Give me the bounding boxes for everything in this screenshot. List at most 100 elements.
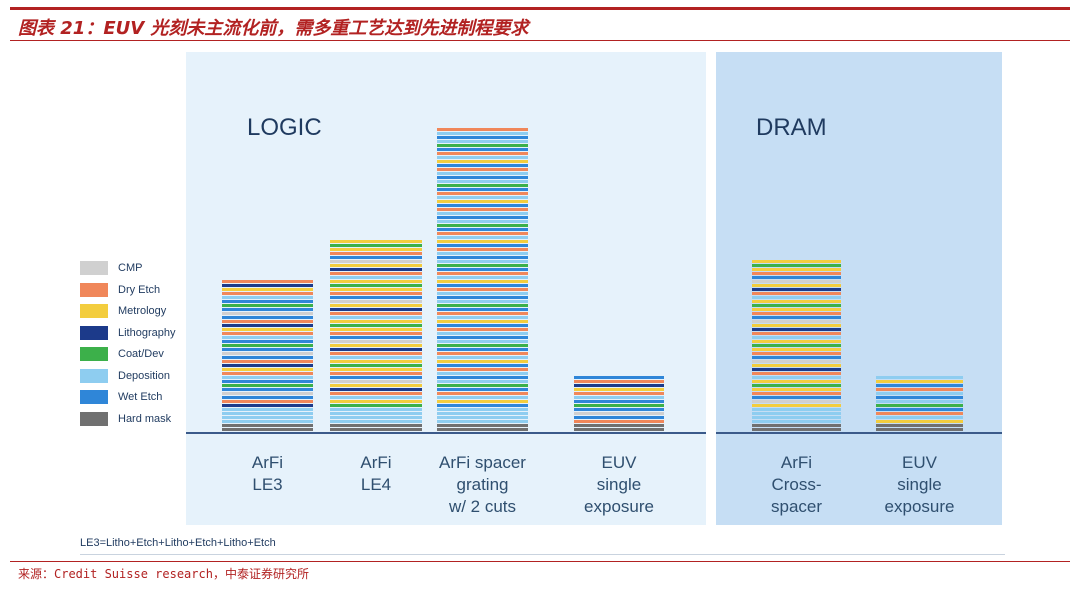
bar-layer <box>330 340 422 343</box>
bar-layer <box>330 320 422 323</box>
category-label: ArFi LE3 <box>251 453 284 494</box>
bar-layer <box>437 292 528 295</box>
bar-layer <box>437 288 528 291</box>
bar-layer <box>752 264 841 267</box>
bar-layer <box>437 188 528 191</box>
bar-layer <box>222 352 313 355</box>
bar-layer <box>437 296 528 299</box>
bar-layer <box>330 368 422 371</box>
bar-layer <box>222 388 313 391</box>
bar-layer <box>752 412 841 415</box>
bar-layer <box>222 404 313 407</box>
bar-layer <box>437 180 528 183</box>
bar-layer <box>437 416 528 419</box>
bar-layer <box>752 420 841 423</box>
bar-layer <box>330 252 422 255</box>
bar-layer <box>222 344 313 347</box>
bar-layer <box>330 372 422 375</box>
bar-layer <box>330 268 422 271</box>
bar-layer <box>752 392 841 395</box>
bar-layer <box>437 240 528 243</box>
bar-layer <box>876 404 963 407</box>
bar-layer <box>437 360 528 363</box>
dram-panel-label: DRAM <box>756 114 827 141</box>
bar-layer <box>752 380 841 383</box>
bar-layer <box>222 316 313 319</box>
bar-layer <box>437 340 528 343</box>
bar-layer <box>752 292 841 295</box>
footnote: LE3=Litho+Etch+Litho+Etch+Litho+Etch <box>80 537 276 549</box>
figure-title: 图表 21：EUV 光刻未主流化前，需多重工艺达到先进制程要求 <box>18 18 529 39</box>
bar-layer <box>222 376 313 379</box>
bar-layer <box>222 392 313 395</box>
bar-layer <box>876 400 963 403</box>
bar-layer <box>330 296 422 299</box>
bar-layer <box>437 212 528 215</box>
bar-layer <box>222 288 313 291</box>
source-rule <box>10 561 1070 562</box>
bar-layer <box>437 312 528 315</box>
bar-stack <box>437 128 528 432</box>
bar-layer <box>437 208 528 211</box>
bar-layer <box>876 416 963 419</box>
bar-layer <box>330 244 422 247</box>
legend-label: Hard mask <box>118 412 172 425</box>
bar-layer <box>574 416 664 419</box>
bar-layer <box>752 336 841 339</box>
bar-layer <box>876 380 963 383</box>
bar-layer <box>752 304 841 307</box>
legend-label: Lithography <box>118 326 176 339</box>
bar-layer <box>752 400 841 403</box>
bar-layer <box>437 232 528 235</box>
bar-layer <box>437 380 528 383</box>
bar-layer <box>752 372 841 375</box>
dram-baseline <box>716 432 1002 434</box>
bar-layer <box>574 412 664 415</box>
bar-layer <box>752 352 841 355</box>
legend-swatch <box>80 411 108 426</box>
bar-layer <box>752 404 841 407</box>
bar-layer <box>222 372 313 375</box>
bar-layer <box>222 384 313 387</box>
bar-layer <box>752 384 841 387</box>
bar-stack <box>222 280 313 432</box>
bar-layer <box>330 264 422 267</box>
bar-layer <box>752 280 841 283</box>
footnote-rule <box>80 554 1005 555</box>
bar-layer <box>222 336 313 339</box>
bar-layer <box>437 344 528 347</box>
legend-swatch <box>80 261 108 275</box>
bar-layer <box>437 228 528 231</box>
bar-layer <box>437 264 528 267</box>
bar-stack <box>752 260 841 432</box>
bar-layer <box>222 312 313 315</box>
bar-layer <box>330 344 422 347</box>
bar-layer <box>437 384 528 387</box>
bar-layer <box>574 424 664 427</box>
bar-layer <box>437 284 528 287</box>
bar-layer <box>330 356 422 359</box>
bar-layer <box>330 388 422 391</box>
bar-layer <box>437 192 528 195</box>
bar-layer <box>222 396 313 399</box>
bar-layer <box>330 416 422 419</box>
bar-layer <box>752 408 841 411</box>
bar-layer <box>437 252 528 255</box>
bar-layer <box>222 296 313 299</box>
bar-layer <box>330 308 422 311</box>
bar-layer <box>876 408 963 411</box>
legend-swatch <box>80 347 108 361</box>
bar-layer <box>330 424 422 427</box>
bar-layer <box>437 220 528 223</box>
bar-layer <box>330 364 422 367</box>
bar-layer <box>876 388 963 391</box>
bar-layer <box>437 376 528 379</box>
category-label: ArFi spacer grating w/ 2 cuts <box>439 453 526 516</box>
bar-layer <box>330 352 422 355</box>
bar-layer <box>437 412 528 415</box>
legend-label: Metrology <box>118 305 167 317</box>
bar-layer <box>752 276 841 279</box>
bar-layer <box>752 396 841 399</box>
bar-layer <box>876 412 963 415</box>
bar-layer <box>437 420 528 423</box>
